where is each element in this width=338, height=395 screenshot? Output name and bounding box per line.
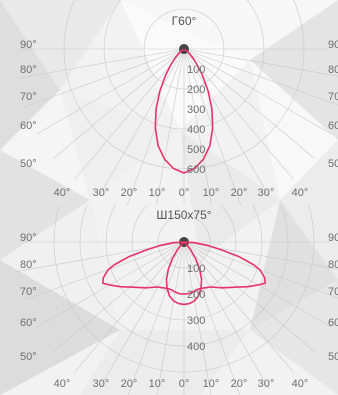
radial-tick-label: 300	[187, 104, 205, 116]
intensity-curves	[154, 49, 214, 174]
chart-title: Г60°	[172, 14, 197, 28]
chart-title: Ш150x75°	[156, 208, 211, 222]
intensity-curve-1	[102, 241, 266, 295]
grid-ray	[183, 241, 241, 395]
grid-ray	[156, 48, 185, 205]
radial-tick-label: 600	[187, 164, 205, 176]
grid-ray	[183, 48, 212, 205]
intensity-curve-1	[154, 49, 214, 174]
left-angle-label: 90°	[20, 232, 37, 244]
left-angle-labels: 90° 80° 70° 60° 50°	[20, 39, 37, 170]
bottom-angle-label: 10°	[149, 187, 166, 199]
polar-chart-sh150x75: Ш150x75° 100 200 300 400 90° 80° 70° 60° 50° 90…	[16, 205, 338, 395]
left-angle-label: 70°	[20, 286, 37, 298]
radial-tick-labels: 100 200 300 400 500 600	[187, 64, 205, 176]
radial-tick-label: 400	[187, 341, 205, 353]
bottom-angle-label: 0°	[179, 378, 190, 390]
grid-ray	[183, 241, 294, 373]
left-angle-label: 60°	[20, 317, 37, 329]
grid-ray	[24, 241, 185, 301]
bottom-angle-label: 40°	[54, 187, 71, 199]
bottom-angle-label: 10°	[203, 187, 220, 199]
bottom-angle-label: 10°	[149, 378, 166, 390]
bottom-angle-label: 30°	[258, 187, 275, 199]
grid-ray	[74, 241, 185, 373]
grid-ray	[183, 48, 294, 180]
right-angle-label: 70	[328, 286, 338, 298]
bottom-angle-label: 40°	[292, 187, 309, 199]
grid-ray	[24, 48, 185, 108]
grid-ray	[16, 48, 185, 79]
grid-ray	[183, 241, 212, 395]
grid-ray	[156, 241, 185, 395]
polar-grid	[16, 0, 338, 205]
right-angle-labels: 90 80 70 60 50	[328, 39, 338, 170]
bottom-angle-label: 30°	[93, 378, 110, 390]
right-angle-label: 90	[328, 39, 338, 51]
grid-ray	[183, 241, 338, 299]
radial-tick-label: 200	[187, 289, 205, 301]
bottom-angle-label: 10°	[203, 378, 220, 390]
right-angle-label: 50	[328, 158, 338, 170]
bottom-angle-label: 40°	[54, 378, 71, 390]
bottom-angle-label: 0°	[179, 187, 190, 199]
right-angle-label: 70	[328, 91, 338, 103]
bottom-angle-label: 20°	[121, 187, 138, 199]
right-angle-label: 90	[328, 232, 338, 244]
radial-tick-label: 400	[187, 124, 205, 136]
left-angle-labels: 90° 80° 70° 60° 50°	[20, 232, 37, 363]
grid-ray	[183, 48, 338, 106]
intensity-curve-2	[165, 241, 203, 306]
grid-ray	[183, 48, 332, 135]
grid-ray	[53, 241, 185, 352]
grid-ray	[36, 48, 185, 135]
left-angle-label: 70°	[20, 91, 37, 103]
grid-ray	[74, 48, 185, 180]
bottom-angle-label: 20°	[231, 378, 248, 390]
grid-ray	[183, 48, 338, 77]
bottom-angle-label: 30°	[93, 187, 110, 199]
grid-ray	[183, 48, 315, 159]
grid-ray	[53, 48, 185, 159]
left-angle-label: 50°	[20, 351, 37, 363]
radial-tick-label: 100	[187, 64, 205, 76]
left-angle-label: 80°	[20, 259, 37, 271]
radial-tick-label: 300	[187, 315, 205, 327]
grid-ray	[127, 241, 185, 395]
radial-tick-label: 500	[187, 144, 205, 156]
right-angle-label: 60	[328, 120, 338, 132]
grid-ray	[98, 48, 185, 197]
bottom-angle-label: 20°	[231, 187, 248, 199]
left-angle-label: 80°	[20, 64, 37, 76]
radial-tick-labels: 100 200 300 400	[187, 263, 205, 353]
radial-tick-label: 200	[187, 84, 205, 96]
bottom-angle-labels: 40° 30° 20° 10° 0° 10° 20° 30° 40°	[54, 187, 309, 199]
right-angle-labels: 90 80 70 60 50	[328, 232, 338, 363]
grid-ray	[183, 241, 315, 352]
right-angle-label: 80	[328, 259, 338, 271]
left-angle-label: 50°	[20, 158, 37, 170]
bottom-angle-label: 20°	[121, 378, 138, 390]
bottom-angle-labels: 40° 30° 20° 10° 0° 10° 20° 30° 40°	[54, 378, 309, 390]
right-angle-label: 50	[328, 351, 338, 363]
right-angle-label: 60	[328, 317, 338, 329]
left-angle-label: 60°	[20, 120, 37, 132]
intensity-curves	[102, 241, 266, 306]
polar-grid	[16, 205, 338, 395]
bottom-angle-label: 30°	[258, 378, 275, 390]
bottom-angle-label: 40°	[292, 378, 309, 390]
grid-ray	[183, 241, 338, 270]
radial-tick-label: 100	[187, 263, 205, 275]
left-angle-label: 90°	[20, 39, 37, 51]
right-angle-label: 80	[328, 64, 338, 76]
grid-ray	[183, 48, 270, 197]
